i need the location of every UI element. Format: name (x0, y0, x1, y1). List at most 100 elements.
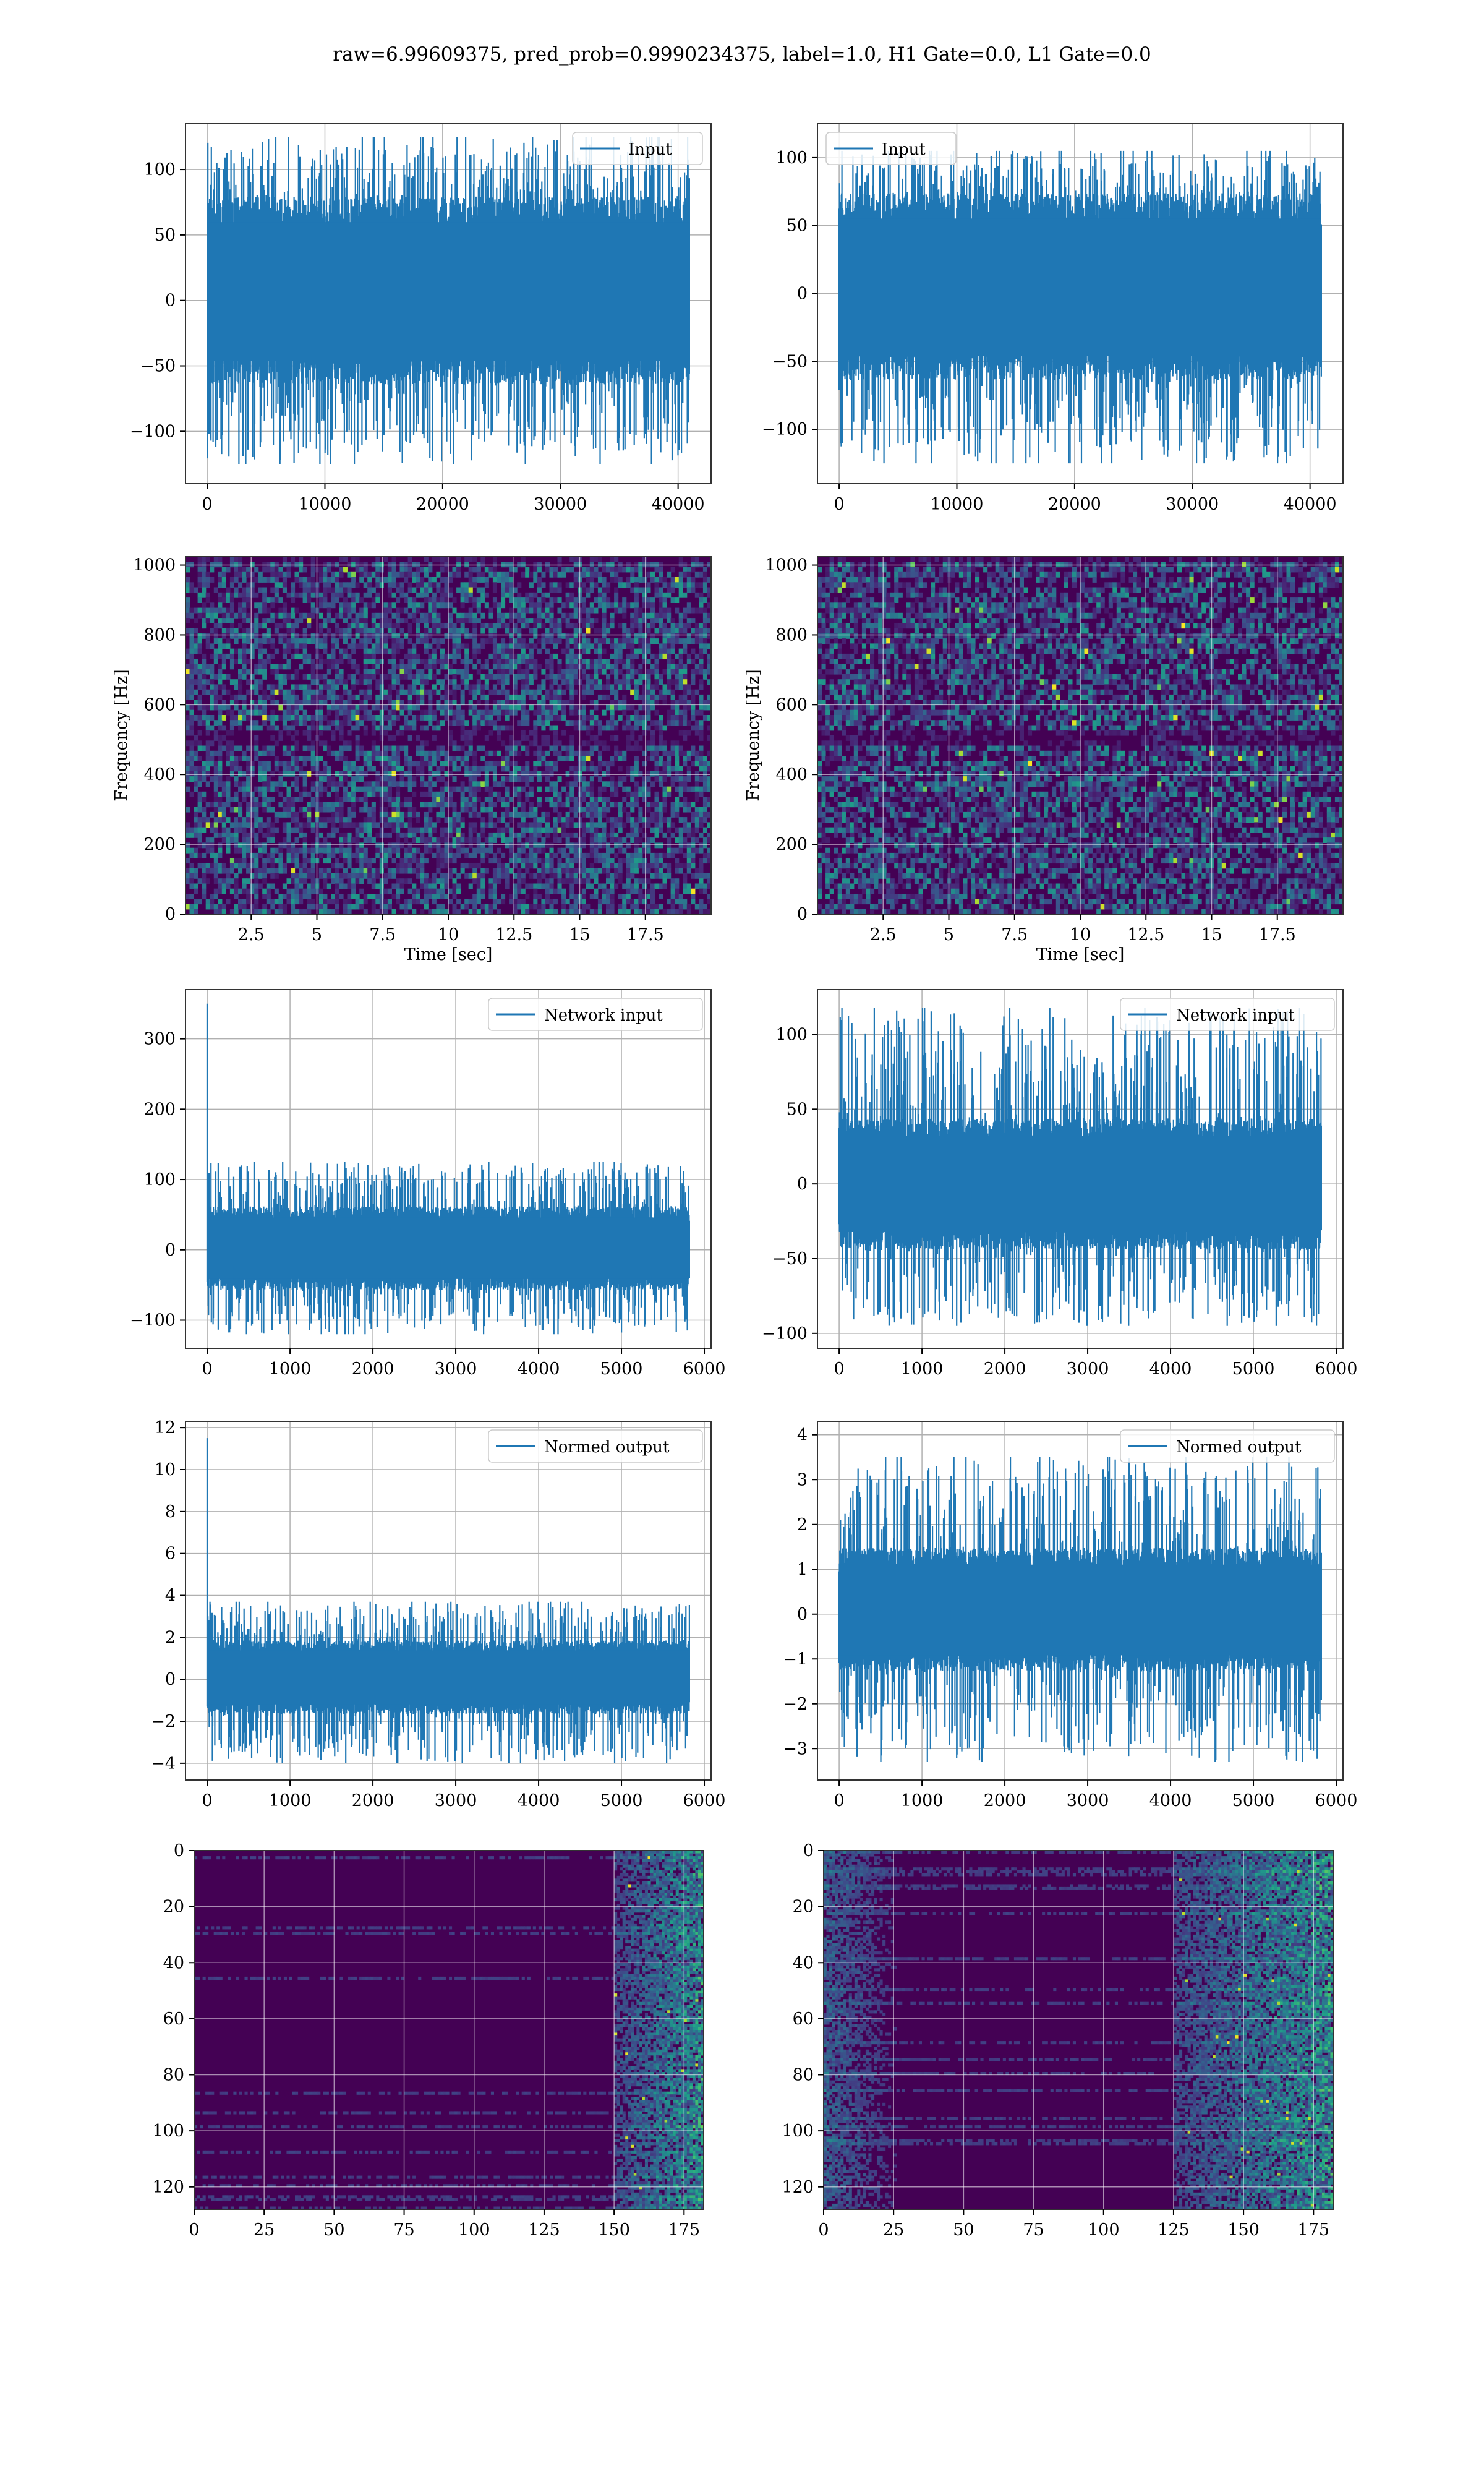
plot-area (186, 1421, 711, 1780)
y-tick-label: 20 (793, 1898, 814, 1917)
x-tick-label: 15 (1201, 925, 1222, 944)
legend: Input (825, 132, 957, 165)
legend-label: Normed output (1176, 1438, 1302, 1457)
x-tick-label: 0 (189, 2220, 199, 2240)
legend: Normed output (488, 1429, 703, 1463)
x-tick-label: 4000 (1149, 1359, 1192, 1379)
x-tick-label: 10000 (299, 495, 352, 514)
y-tick-label: 1000 (133, 556, 176, 575)
y-axis-label: Frequency [Hz] (112, 669, 131, 801)
x-tick-label: 2000 (984, 1359, 1026, 1379)
legend-label: Input (882, 140, 926, 159)
x-tick-label: 175 (1298, 2220, 1330, 2240)
x-tick-label: 1000 (901, 1359, 944, 1379)
y-tick-label: −1 (783, 1650, 808, 1669)
y-tick-label: 0 (797, 1175, 808, 1194)
y-tick-label: 100 (782, 2121, 814, 2141)
y-tick-label: 200 (143, 835, 176, 854)
y-tick-label: 0 (797, 905, 808, 924)
x-tick-label: 0 (202, 1359, 212, 1379)
y-tick-label: −100 (130, 422, 176, 441)
y-tick-label: 0 (797, 285, 808, 304)
y-tick-label: 200 (775, 835, 808, 854)
y-tick-label: 80 (163, 2066, 184, 2085)
x-tick-label: 100 (1088, 2220, 1120, 2240)
x-tick-label: 2.5 (238, 925, 265, 944)
y-tick-label: 40 (163, 1953, 184, 1972)
y-tick-label: −2 (151, 1712, 176, 1731)
x-tick-label: 5000 (1232, 1359, 1275, 1379)
y-tick-label: 6 (165, 1544, 176, 1564)
subplot-row5-left: 0 25 50 75 100 125 150 175 0 20 40 60 80 100 120 (152, 1841, 704, 2240)
legend-frame (488, 1429, 703, 1463)
y-tick-label: −50 (140, 357, 176, 376)
plot-area (186, 557, 711, 914)
subplot-row5-right: 0 25 50 75 100 125 150 175 0 20 40 60 80 100 120 (782, 1841, 1334, 2240)
legend-frame (572, 132, 703, 165)
x-tick-label: 2000 (984, 1791, 1026, 1810)
y-tick-label: 60 (163, 2010, 184, 2029)
x-tick-label: 40000 (1284, 495, 1337, 514)
plot-area (817, 1421, 1343, 1780)
y-tick-label: 3 (797, 1470, 808, 1489)
y-tick-label: 2 (797, 1515, 808, 1534)
x-tick-label: 50 (323, 2220, 344, 2240)
legend-frame (1120, 1429, 1335, 1463)
legend-label: Network input (544, 1006, 663, 1025)
y-tick-label: 2 (165, 1628, 176, 1647)
y-tick-label: 200 (143, 1100, 176, 1119)
axes-frame (817, 1421, 1344, 1781)
y-tick-label: 0 (165, 291, 176, 310)
legend: Network input (1120, 998, 1335, 1031)
subplot-row2-left: 2.5 5 7.5 10 12.5 15 17.5 0 200 400 600 800 1000 Time… (112, 556, 712, 964)
x-tick-label: 0 (202, 1791, 212, 1810)
subplot-row4-right: Normed output 0 1000 2000 3000 4000 5000 6000 −3… (783, 1421, 1357, 1810)
x-tick-label: 17.5 (1259, 925, 1296, 944)
legend: Normed output (1120, 1429, 1335, 1463)
axes-frame (185, 989, 712, 1349)
y-tick-label: −100 (762, 420, 808, 439)
y-tick-label: 100 (152, 2121, 184, 2141)
x-tick-label: 0 (834, 495, 844, 514)
legend-frame (825, 132, 957, 165)
y-axis-label: Frequency [Hz] (744, 669, 763, 801)
x-tick-label: 100 (458, 2220, 490, 2240)
x-tick-label: 5000 (600, 1359, 643, 1379)
x-axis-label: Time [sec] (1036, 945, 1125, 964)
heatmap-cells (817, 557, 1343, 914)
series-core (207, 222, 689, 361)
subplot-row2-right: 2.5 5 7.5 10 12.5 15 17.5 0 200 400 600 800 1000 Time… (744, 556, 1344, 964)
subplot-row4-left: Normed output 0 1000 2000 3000 4000 5000 6000 −4… (151, 1418, 725, 1810)
x-tick-label: 75 (1023, 2220, 1044, 2240)
heatmap-cells (186, 557, 711, 914)
x-tick-label: 6000 (1315, 1359, 1358, 1379)
x-tick-label: 12.5 (1127, 925, 1164, 944)
x-tick-label: 125 (528, 2220, 560, 2240)
y-tick-label: 10 (155, 1460, 176, 1479)
axes-frame (817, 123, 1344, 484)
x-tick-label: 4000 (518, 1359, 560, 1379)
legend-frame (1120, 998, 1335, 1031)
x-tick-label: 150 (1227, 2220, 1260, 2240)
x-tick-label: 1000 (901, 1791, 944, 1810)
y-tick-label: 12 (155, 1418, 176, 1437)
x-tick-label: 3000 (1067, 1359, 1109, 1379)
heatmap-cells (194, 1851, 704, 2209)
x-tick-label: 30000 (1166, 495, 1219, 514)
series-core (207, 1217, 689, 1279)
legend-label: Input (628, 140, 672, 159)
x-tick-label: 3000 (1067, 1791, 1109, 1810)
x-tick-label: 125 (1158, 2220, 1190, 2240)
y-tick-label: 60 (793, 2010, 814, 2029)
y-tick-label: 0 (165, 905, 176, 924)
y-tick-label: 0 (174, 1841, 184, 1860)
legend: Input (572, 132, 703, 165)
x-tick-label: 4000 (518, 1791, 560, 1810)
x-tick-label: 75 (393, 2220, 414, 2240)
y-tick-label: 120 (782, 2178, 814, 2197)
y-tick-label: 40 (793, 1953, 814, 1972)
y-tick-label: −50 (772, 352, 808, 371)
y-tick-label: −100 (762, 1324, 808, 1343)
x-tick-label: 2.5 (870, 925, 897, 944)
